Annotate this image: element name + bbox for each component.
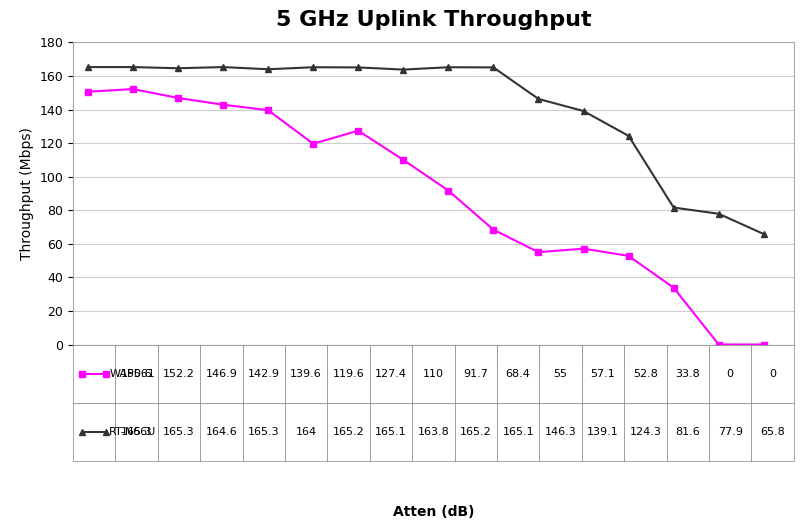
RT-N66U [444,64,454,70]
WAP561 [399,157,408,163]
WAP561 [353,128,363,134]
RT-N66U [218,64,228,70]
RT-N66U [263,66,273,73]
RT-N66U [624,132,633,139]
RT-N66U [759,231,769,237]
RT-N66U [353,64,363,70]
Y-axis label: Throughput (Mbps): Throughput (Mbps) [19,127,34,260]
WAP561 [669,285,679,291]
RT-N66U [578,108,588,114]
WAP561 [309,140,318,147]
RT-N66U [669,205,679,211]
WAP561 [759,341,769,348]
Text: Atten (dB): Atten (dB) [393,506,474,519]
WAP561 [218,101,228,108]
WAP561 [128,86,138,92]
RT-N66U [128,64,138,70]
Text: RT-N66U: RT-N66U [109,427,156,437]
WAP561 [173,95,183,101]
WAP561 [624,253,633,259]
Line: WAP561: WAP561 [84,85,767,348]
RT-N66U [83,64,93,70]
Text: WAP561: WAP561 [109,369,155,378]
RT-N66U [399,66,408,73]
WAP561 [444,188,454,194]
Title: 5 GHz Uplink Throughput: 5 GHz Uplink Throughput [275,10,591,30]
WAP561 [714,341,723,348]
WAP561 [534,249,544,255]
RT-N66U [534,96,544,102]
WAP561 [83,89,93,95]
Line: RT-N66U: RT-N66U [84,64,767,237]
RT-N66U [714,210,723,217]
RT-N66U [488,64,498,70]
WAP561 [263,107,273,113]
RT-N66U [173,65,183,72]
WAP561 [488,226,498,233]
RT-N66U [309,64,318,70]
WAP561 [578,245,588,252]
